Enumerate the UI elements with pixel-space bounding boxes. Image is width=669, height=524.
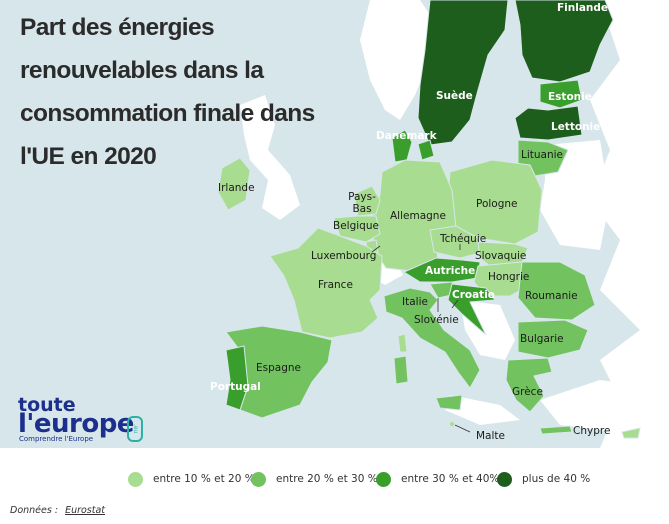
label-roumanie: Roumanie: [525, 290, 578, 302]
country-suede[interactable]: [417, 0, 509, 146]
logo-text-line2: l'europe: [18, 409, 134, 439]
country-lettonie[interactable]: [514, 105, 583, 141]
legend-label: entre 20 % et 30 %: [276, 473, 378, 485]
label-estonie: Estonie: [548, 91, 592, 103]
label-bulgarie: Bulgarie: [520, 333, 564, 345]
legend-label: entre 30 % et 40%: [401, 473, 500, 485]
label-belgique: Belgique: [333, 220, 379, 232]
country-roumanie[interactable]: [517, 261, 596, 321]
label-chypre: Chypre: [573, 425, 611, 437]
land-non-eu: [360, 0, 440, 120]
legend-swatch: [128, 472, 143, 487]
label-grece: Grèce: [512, 386, 543, 398]
label-luxembourg: Luxembourg: [311, 250, 377, 262]
label-lituanie: Lituanie: [521, 149, 564, 161]
label-espagne: Espagne: [256, 362, 301, 374]
land-non-eu: [240, 95, 300, 220]
data-source: Données : Eurostat: [10, 505, 105, 516]
data-source-link[interactable]: Eurostat: [65, 505, 106, 516]
logo-tagline: Comprendre l'Europe: [19, 435, 94, 443]
land-non-eu: [590, 0, 669, 448]
map-title: Part des énergies renouvelables dans la …: [20, 14, 315, 170]
country-danemark-island[interactable]: [417, 139, 435, 161]
country-france[interactable]: [269, 227, 383, 339]
legend-label: plus de 40 %: [522, 473, 591, 485]
legend-swatch: [497, 472, 512, 487]
label-malte: Malte: [476, 430, 505, 442]
country-danemark[interactable]: [391, 129, 413, 163]
country-bulgarie[interactable]: [517, 319, 589, 359]
leader-line-malte: [454, 424, 471, 433]
country-pays-bas[interactable]: [353, 185, 381, 217]
label-pays-bas: Pays-Bas: [348, 191, 376, 215]
country-italie-sardaigne[interactable]: [393, 355, 409, 385]
country-portugal[interactable]: [225, 345, 249, 411]
country-grece[interactable]: [505, 357, 553, 413]
country-irlande[interactable]: [217, 157, 251, 211]
map-area: Part des énergies renouvelables dans la …: [0, 0, 669, 448]
label-tcheque: Tchéquie: [440, 233, 487, 245]
label-danemark: Danemark: [376, 130, 437, 142]
leader-line-croatie: [451, 299, 459, 309]
country-italie-sicile[interactable]: [435, 394, 463, 411]
legend-label: entre 10 % et 20 %: [153, 473, 255, 485]
country-croatie[interactable]: [447, 283, 496, 336]
europe-map: [217, 0, 669, 448]
land-non-eu: [540, 380, 669, 440]
legend-swatch: [376, 472, 391, 487]
label-suede: Suède: [436, 90, 473, 102]
label-croatie: Croatie: [452, 289, 495, 301]
land-non-eu: [445, 395, 520, 425]
logo-text-line1: toute: [18, 394, 76, 416]
label-allemagne: Allemagne: [390, 210, 446, 222]
label-autriche: Autriche: [425, 265, 476, 277]
country-estonie[interactable]: [539, 79, 583, 109]
country-finlande[interactable]: [514, 0, 614, 83]
label-italie: Italie: [402, 296, 428, 308]
label-slovenie: Slovénie: [414, 314, 459, 326]
country-chypre[interactable]: [621, 427, 641, 439]
label-france: France: [318, 279, 353, 291]
logo-eu-badge: .eu: [127, 416, 143, 442]
country-malte[interactable]: [450, 422, 454, 426]
leader-line-luxembourg: [371, 245, 381, 253]
data-source-prefix: Données :: [10, 505, 59, 516]
country-france-corse[interactable]: [397, 333, 408, 353]
map-legend: entre 10 % et 20 % entre 20 % et 30 % en…: [0, 470, 669, 490]
label-slovaquie: Slovaquie: [475, 250, 527, 262]
country-italie[interactable]: [383, 287, 481, 389]
label-lettonie: Lettonie: [551, 121, 601, 133]
country-grece-crete[interactable]: [539, 425, 573, 435]
legend-swatch: [251, 472, 266, 487]
label-hongrie: Hongrie: [488, 271, 530, 283]
toute-leurope-logo[interactable]: toute l'europe Comprendre l'Europe .eu: [18, 396, 148, 444]
label-pologne: Pologne: [476, 198, 518, 210]
label-portugal: Portugal: [210, 381, 261, 393]
label-finlande: Finlande: [557, 2, 609, 14]
label-irlande: Irlande: [218, 182, 255, 194]
